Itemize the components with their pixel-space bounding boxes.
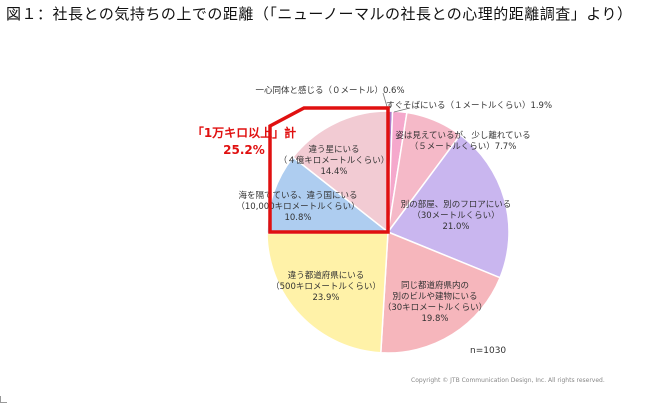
- slice-label: 同じ都道府県内の別のビルや建物にいる（30キロメートルくらい） 19.8%: [383, 280, 487, 324]
- callout-label: 「1万キロ以上」計: [192, 125, 296, 140]
- leader-line: [393, 107, 411, 113]
- slice-label: すぐそばにいる（１メートルくらい）1.9%: [386, 100, 552, 111]
- copyright: Copyright © JTB Communication Design, In…: [411, 377, 605, 384]
- pie-slice: [379, 230, 501, 354]
- pie-slice: [291, 110, 389, 234]
- pie-slice: [266, 231, 389, 354]
- slice-label: 姿は見えているが、少し離れている（５メートルくらい）7.7%: [395, 130, 530, 152]
- slice-label: 違う星にいる（４億キロメートルくらい） 14.4%: [279, 144, 390, 177]
- slice-label: 一心同体と感じる（０メートル）0.6%: [255, 85, 404, 96]
- corner-mark: [0, 396, 7, 403]
- slice-label: 別の部屋、別のフロアにいる（30メートルくらい） 21.0%: [401, 199, 512, 232]
- callout-frame: [268, 106, 390, 234]
- sample-size: n=1030: [470, 346, 506, 356]
- pie-slice: [266, 156, 391, 235]
- callout-value: 25.2%: [223, 143, 265, 157]
- chart-title: 図１：社長との気持ちの上での距離（「ニューノーマルの社長との心理的距離調査」より…: [6, 5, 633, 23]
- slice-label: 海を隔てている、違う国にいる（10,000キロメートルくらい） 10.8%: [236, 190, 359, 223]
- pie-slice: [386, 133, 510, 279]
- slice-label: 違う都道府県にいる（500キロメートルくらい） 23.9%: [271, 270, 381, 303]
